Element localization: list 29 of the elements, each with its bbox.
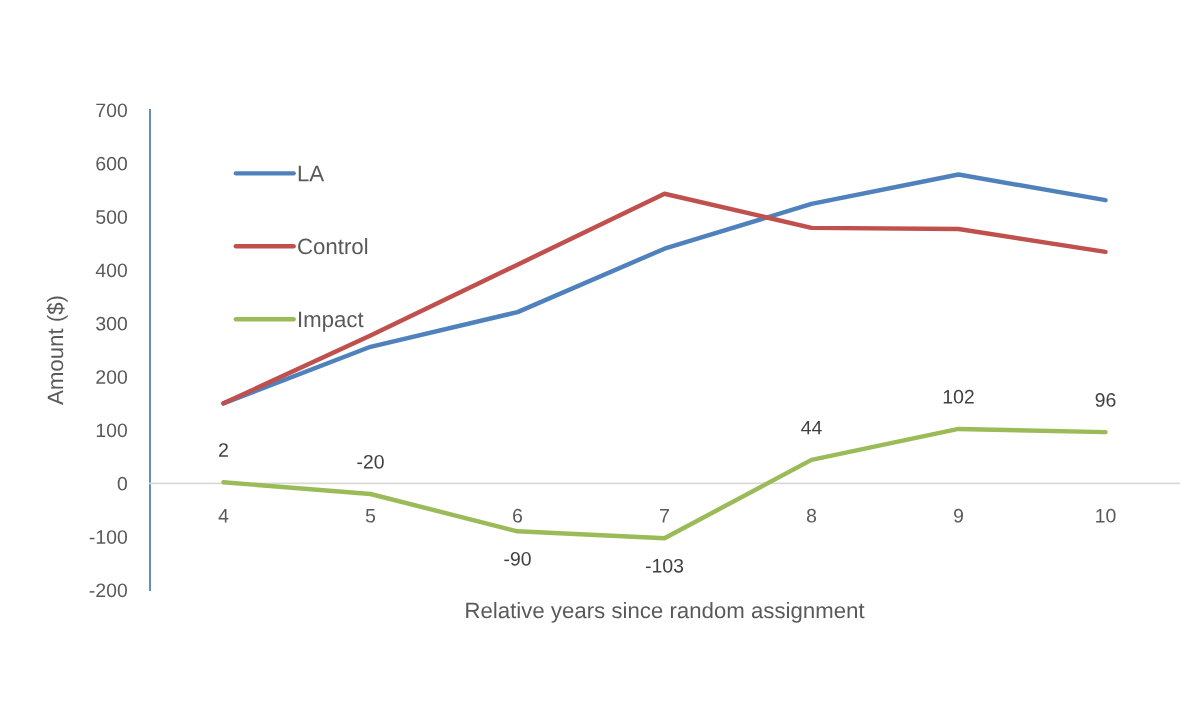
data-label: 44 bbox=[801, 420, 822, 435]
y-tick-label: 700 bbox=[96, 103, 128, 118]
x-tick-label: 6 bbox=[513, 508, 523, 523]
data-label: -90 bbox=[504, 551, 531, 566]
y-tick-label: -200 bbox=[89, 583, 128, 598]
y-tick-label: 0 bbox=[117, 476, 128, 491]
x-tick-label: 4 bbox=[218, 509, 229, 523]
x-tick-label: 7 bbox=[660, 509, 669, 523]
data-label: -20 bbox=[357, 454, 384, 469]
legend-label: LA bbox=[298, 165, 325, 182]
data-label: 2 bbox=[219, 443, 228, 457]
legend-label: Impact bbox=[299, 311, 364, 332]
x-tick-label: 9 bbox=[954, 508, 963, 523]
y-tick-label: -100 bbox=[89, 530, 128, 544]
x-axis-title: Relative years since random assignment bbox=[466, 602, 865, 623]
y-tick-label: 200 bbox=[96, 370, 128, 384]
y-tick-label: 100 bbox=[96, 423, 128, 438]
x-tick-label: 5 bbox=[365, 509, 376, 523]
y-tick-label: 500 bbox=[96, 210, 128, 224]
data-label: -103 bbox=[645, 558, 684, 573]
y-tick-label: 400 bbox=[95, 263, 128, 278]
y-tick-label: 600 bbox=[96, 156, 128, 171]
y-tick-label: 300 bbox=[96, 316, 128, 331]
y-axis-title: Amount ($) bbox=[46, 296, 68, 405]
x-tick-label: 8 bbox=[806, 508, 817, 523]
legend-label: Control bbox=[298, 237, 368, 255]
data-label: 102 bbox=[943, 389, 974, 404]
data-label: 96 bbox=[1095, 393, 1116, 407]
x-tick-label: 10 bbox=[1096, 508, 1116, 523]
